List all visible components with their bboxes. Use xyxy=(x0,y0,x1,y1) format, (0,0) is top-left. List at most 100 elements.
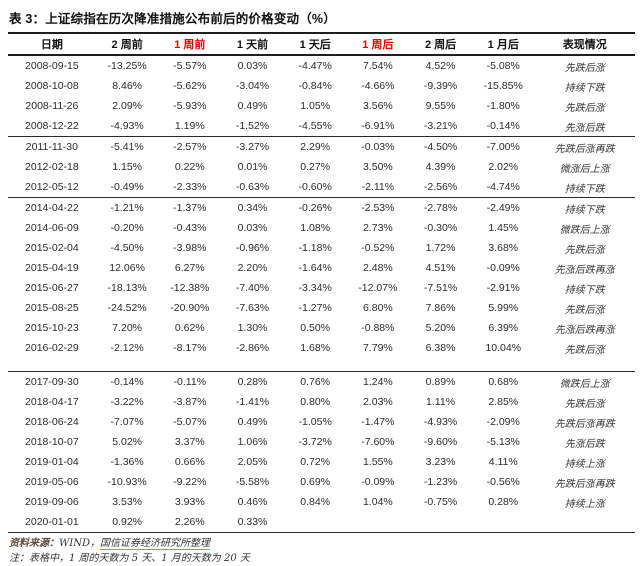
value-cell: -9.39% xyxy=(423,80,458,92)
value-cell: -7.60% xyxy=(361,436,395,448)
table-row: 2015-08-25 -24.52% -20.90% -7.63% -1.27% 6.80… xyxy=(8,298,635,318)
date-cell: 2014-04-22 xyxy=(25,202,79,214)
value-cell: -4.55% xyxy=(298,120,332,132)
value-cell: 3.93% xyxy=(174,496,205,508)
date-cell: 2019-09-06 xyxy=(25,496,79,508)
value-cell: 3.50% xyxy=(362,161,393,173)
value-cell: -1.52% xyxy=(235,120,270,132)
date-cell: 2008-10-08 xyxy=(25,80,79,92)
value-cell: 1.19% xyxy=(174,120,205,132)
value-cell: -6.91% xyxy=(361,120,395,132)
value-cell: -0.56% xyxy=(486,476,520,488)
source-line: 资料来源：WIND，国信证券经济研究所整理 xyxy=(9,537,635,551)
value-cell: 0.27% xyxy=(300,161,331,173)
price-change-table: 日期 2 周前 1 周前 1 天前 1 天后 1 周后 2 周后 1 月后 表现情况 2008-… xyxy=(8,34,635,533)
performance-cell: 先跌后涨 xyxy=(564,244,605,256)
value-cell: -0.09% xyxy=(486,262,520,274)
value-cell: -1.47% xyxy=(361,416,395,428)
value-cell: 1.08% xyxy=(300,222,331,234)
value-cell: 0.34% xyxy=(237,202,268,214)
value-cell: -0.26% xyxy=(298,202,332,214)
value-cell: -1.64% xyxy=(298,262,332,274)
value-cell: -0.60% xyxy=(298,181,332,193)
date-cell: 2015-04-19 xyxy=(25,262,79,274)
value-cell: -4.47% xyxy=(298,60,332,72)
value-cell: -4.93% xyxy=(423,416,458,428)
column-header: 2 周前 xyxy=(95,34,159,56)
date-cell: 2015-08-25 xyxy=(25,302,79,314)
performance-cell: 先跌后涨 xyxy=(564,62,605,74)
date-cell: 2018-04-17 xyxy=(25,396,79,408)
value-cell xyxy=(347,512,410,533)
performance-cell: 先涨后跌 xyxy=(564,122,605,134)
value-cell: 1.05% xyxy=(300,100,331,112)
value-cell: 0.22% xyxy=(174,161,205,173)
value-cell: -0.84% xyxy=(298,80,332,92)
value-cell: 2.73% xyxy=(362,222,393,234)
value-cell: 2.02% xyxy=(488,161,519,173)
value-cell: -2.86% xyxy=(235,342,270,354)
value-cell: -2.56% xyxy=(423,181,458,193)
value-cell: -12.38% xyxy=(170,282,210,294)
date-cell: 2008-09-15 xyxy=(25,60,79,72)
performance-cell: 先跌后涨再跌 xyxy=(554,143,615,155)
performance-cell: 微跌后上涨 xyxy=(559,378,610,390)
value-cell: 0.92% xyxy=(112,516,142,528)
value-cell: -4.50% xyxy=(110,242,144,254)
value-cell: 0.03% xyxy=(237,222,268,234)
value-cell: 3.23% xyxy=(425,456,456,468)
value-cell: -0.63% xyxy=(235,181,270,193)
value-cell: 2.48% xyxy=(362,262,393,274)
table-row: 2011-11-30 -5.41% -2.57% -3.27% 2.29% -0.03% -… xyxy=(8,137,635,158)
value-cell: -0.14% xyxy=(486,120,520,132)
table-row: 2018-04-17 -3.22% -3.87% -1.41% 0.80% 2.03% 1.… xyxy=(8,392,635,412)
value-cell: 0.33% xyxy=(237,516,268,528)
value-cell: 5.02% xyxy=(112,436,142,448)
value-cell: 2.26% xyxy=(174,516,205,528)
value-cell: -2.49% xyxy=(486,202,520,214)
value-cell: -0.88% xyxy=(361,322,395,334)
value-cell: -5.13% xyxy=(486,436,520,448)
row-group: 2017-09-30 -0.14% -0.11% 0.28% 0.76% 1.24% 0.8… xyxy=(8,372,635,533)
value-cell: -24.52% xyxy=(107,302,147,314)
performance-cell: 先涨后跌再涨 xyxy=(554,264,615,276)
value-cell: -2.57% xyxy=(173,141,207,153)
value-cell: 9.55% xyxy=(425,100,456,112)
performance-cell: 微跌后上涨 xyxy=(559,224,610,236)
value-cell xyxy=(472,512,535,533)
value-cell: 0.69% xyxy=(300,476,331,488)
value-cell: -1.36% xyxy=(110,456,144,468)
value-cell: 6.38% xyxy=(425,342,456,354)
value-cell: -2.53% xyxy=(361,202,395,214)
table-row: 2015-02-04 -4.50% -3.98% -0.96% -1.18% -0.52%… xyxy=(8,238,635,258)
performance-cell: 持续下跌 xyxy=(564,82,605,94)
table-row: 2017-09-30 -0.14% -0.11% 0.28% 0.76% 1.24% 0.8… xyxy=(8,372,635,393)
value-cell: -3.34% xyxy=(298,282,332,294)
date-cell: 2018-10-07 xyxy=(25,436,79,448)
value-cell: 8.46% xyxy=(112,80,142,92)
value-cell: 0.49% xyxy=(237,100,268,112)
value-cell: 6.27% xyxy=(174,262,205,274)
footer: 资料来源：WIND，国信证券经济研究所整理 注：表格中，1 周的天数为 5 天、… xyxy=(8,533,635,566)
source-link[interactable]: 国信证券经济研究所整理 xyxy=(100,538,210,550)
value-cell: -5.58% xyxy=(235,476,270,488)
value-cell: 2.03% xyxy=(362,396,393,408)
value-cell: 12.06% xyxy=(109,262,145,274)
value-cell: 1.68% xyxy=(300,342,331,354)
value-cell: -0.14% xyxy=(110,376,144,388)
table-row: 2012-02-18 1.15% 0.22% 0.01% 0.27% 3.50% 4.39%… xyxy=(8,157,635,177)
value-cell: 7.79% xyxy=(362,342,393,354)
value-cell: 0.84% xyxy=(300,496,331,508)
value-cell: -18.13% xyxy=(107,282,147,294)
value-cell: -0.96% xyxy=(235,242,270,254)
value-cell: -5.07% xyxy=(173,416,207,428)
performance-cell: 持续下跌 xyxy=(564,284,605,296)
value-cell: 1.04% xyxy=(362,496,393,508)
value-cell: 0.28% xyxy=(237,376,268,388)
value-cell: 3.68% xyxy=(488,242,519,254)
value-cell: 1.55% xyxy=(362,456,393,468)
value-cell: -5.08% xyxy=(486,60,520,72)
performance-cell: 先跌后涨 xyxy=(564,398,605,410)
value-cell: -9.22% xyxy=(173,476,207,488)
